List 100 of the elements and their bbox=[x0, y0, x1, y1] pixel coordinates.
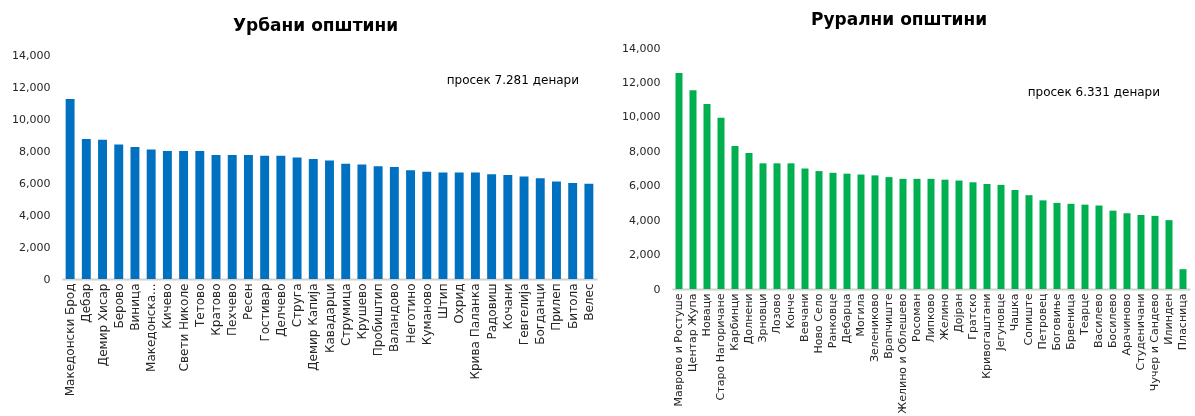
x-tick-label: Врапчиште bbox=[882, 293, 895, 359]
bar bbox=[857, 174, 865, 289]
x-tick-label: Демир Хисар bbox=[95, 283, 110, 367]
bar bbox=[885, 177, 893, 289]
bar bbox=[325, 160, 334, 279]
bar bbox=[454, 172, 464, 279]
bar bbox=[689, 90, 697, 289]
x-tick-label: Кратово bbox=[209, 283, 224, 336]
bar bbox=[503, 175, 513, 279]
bar bbox=[535, 178, 545, 279]
x-tick-label: Лозово bbox=[770, 293, 783, 335]
x-tick-label: Штип bbox=[435, 283, 450, 319]
bar bbox=[308, 159, 318, 279]
x-tick-label: Демир Капија bbox=[306, 283, 321, 371]
y-tick-label: 14,000 bbox=[12, 48, 51, 62]
x-tick-label: Желино и Облешево bbox=[896, 293, 909, 414]
x-tick-label: Боговиње bbox=[1050, 293, 1063, 351]
bar bbox=[227, 155, 237, 279]
bar bbox=[195, 151, 205, 279]
bar bbox=[519, 176, 529, 279]
x-tick-label: Свети Николе bbox=[176, 283, 191, 372]
bar bbox=[1067, 203, 1075, 289]
bar bbox=[146, 149, 156, 279]
x-tick-label: Дебар bbox=[79, 283, 94, 323]
x-tick-label: Валандово bbox=[387, 283, 402, 353]
x-tick-label: Зелениково bbox=[868, 293, 881, 363]
x-tick-label: Дебарца bbox=[840, 293, 853, 344]
x-tick-label: Конче bbox=[784, 293, 797, 329]
y-tick-label: 10,000 bbox=[622, 110, 661, 124]
bar bbox=[552, 181, 561, 279]
x-tick-label: Македонска... bbox=[144, 283, 159, 372]
bar bbox=[843, 173, 851, 289]
x-tick-label: Охрид bbox=[452, 283, 467, 324]
x-tick-label: Пехчево bbox=[225, 283, 240, 336]
bar bbox=[1053, 202, 1061, 289]
x-tick-label: Новаци bbox=[700, 293, 713, 337]
x-tick-label: Чашка bbox=[1008, 293, 1021, 332]
bar bbox=[1025, 195, 1033, 289]
bar bbox=[276, 155, 286, 279]
x-tick-label: Центар Жупа bbox=[686, 293, 699, 372]
x-tick-label: Чучер и Сандево bbox=[1148, 293, 1161, 392]
bar bbox=[745, 153, 753, 289]
x-tick-label: Струмица bbox=[338, 283, 353, 346]
x-tick-label: Пласница bbox=[1176, 293, 1189, 351]
bar bbox=[130, 147, 140, 279]
x-tick-label: Радовиш bbox=[484, 283, 499, 340]
y-tick-label: 2,000 bbox=[629, 248, 661, 262]
bar bbox=[98, 139, 107, 279]
y-tick-label: 14,000 bbox=[622, 41, 661, 55]
x-tick-label: Гевгелија bbox=[517, 283, 532, 346]
x-tick-label: Кавадарци bbox=[322, 283, 337, 354]
bar bbox=[1137, 214, 1145, 289]
x-tick-label: Петровец bbox=[1036, 293, 1049, 350]
bar bbox=[1179, 269, 1187, 289]
y-tick-label: 2,000 bbox=[19, 240, 51, 254]
bar bbox=[759, 163, 767, 289]
x-tick-label: Крива Паланка bbox=[468, 283, 483, 380]
x-tick-label: Студеничани bbox=[1134, 293, 1147, 371]
bar bbox=[357, 164, 367, 279]
bar bbox=[211, 155, 221, 279]
bar bbox=[470, 172, 480, 279]
x-tick-label: Македонски Брод bbox=[63, 283, 78, 397]
x-tick-label: Кочани bbox=[500, 283, 515, 330]
x-tick-label: Брвеница bbox=[1064, 293, 1077, 350]
y-tick-label: 8,000 bbox=[629, 144, 661, 158]
bar bbox=[243, 155, 253, 279]
y-tick-label: 12,000 bbox=[12, 80, 51, 94]
bar bbox=[717, 117, 725, 289]
bar bbox=[260, 155, 270, 279]
bar bbox=[406, 170, 416, 279]
y-tick-label: 8,000 bbox=[19, 144, 51, 158]
y-tick-label: 4,000 bbox=[19, 208, 51, 222]
bar bbox=[422, 171, 432, 279]
bar bbox=[969, 182, 977, 289]
bar bbox=[341, 163, 351, 279]
bar bbox=[81, 139, 91, 279]
x-tick-label: Делчево bbox=[273, 283, 288, 337]
x-tick-label: Старо Нагоричане bbox=[714, 293, 727, 401]
bar bbox=[1081, 204, 1089, 289]
bar bbox=[871, 175, 879, 289]
x-tick-label: Дојран bbox=[952, 293, 965, 333]
bar bbox=[675, 72, 683, 289]
y-tick-label: 0 bbox=[43, 272, 51, 286]
y-tick-label: 12,000 bbox=[622, 75, 661, 89]
bar bbox=[179, 151, 189, 279]
bar bbox=[1123, 213, 1131, 289]
bar bbox=[997, 184, 1005, 289]
bar bbox=[162, 151, 172, 279]
bar bbox=[787, 163, 795, 289]
bar bbox=[65, 99, 75, 279]
x-tick-label: Маврово и Ростуше bbox=[672, 293, 685, 407]
x-tick-label: Крушево bbox=[354, 283, 369, 340]
bar bbox=[983, 183, 991, 289]
x-tick-label: Пробиштип bbox=[371, 283, 386, 357]
bar bbox=[1165, 220, 1173, 289]
annotation: просек 7.281 денари bbox=[446, 73, 579, 87]
x-tick-label: Битола bbox=[565, 283, 580, 329]
x-tick-label: Гостивар bbox=[257, 283, 272, 342]
bar bbox=[1151, 215, 1159, 289]
x-tick-label: Теарце bbox=[1078, 293, 1091, 336]
